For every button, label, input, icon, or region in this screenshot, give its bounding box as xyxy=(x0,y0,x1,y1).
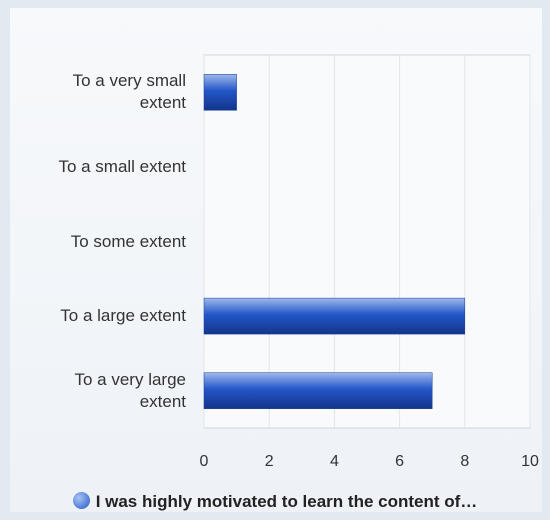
y-tick-label: To a very small extent xyxy=(72,71,186,113)
y-tick-label: To a small extent xyxy=(58,156,186,176)
x-tick-label: 6 xyxy=(395,453,404,470)
x-tick-label: 8 xyxy=(460,453,469,470)
bar xyxy=(203,297,466,335)
y-tick-label: To a very large extent xyxy=(74,369,187,411)
legend-swatch xyxy=(72,492,90,509)
x-tick-label: 0 xyxy=(200,453,209,470)
x-tick-label: 4 xyxy=(330,453,339,470)
legend-label: I was highly motivated to learn the cont… xyxy=(95,492,478,511)
bar xyxy=(203,74,237,111)
bar xyxy=(203,372,433,409)
y-tick-label: To some extent xyxy=(70,231,186,251)
x-tick-label: 10 xyxy=(521,453,539,470)
x-tick-label: 2 xyxy=(265,453,274,470)
legend: I was highly motivated to learn the cont… xyxy=(0,492,550,512)
plot-area xyxy=(203,54,531,429)
y-tick-label: To a large extent xyxy=(60,306,186,326)
